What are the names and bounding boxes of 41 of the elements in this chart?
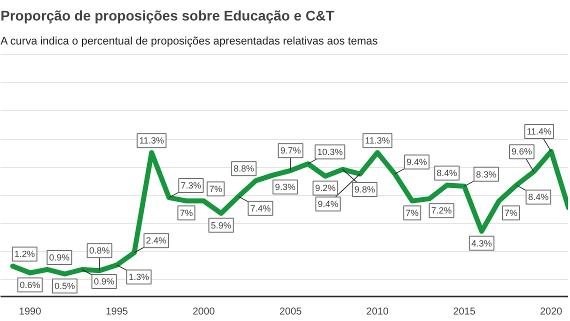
data-label: 11.3% bbox=[365, 136, 390, 146]
data-label: 8.3% bbox=[476, 169, 497, 180]
data-label: 9.6% bbox=[512, 146, 532, 157]
data-label: 9.4% bbox=[406, 156, 428, 167]
data-label: 7.3% bbox=[180, 180, 202, 191]
data-label: 8.4% bbox=[436, 168, 458, 178]
data-label: 11.3% bbox=[139, 136, 164, 146]
data-label: 8.4% bbox=[528, 192, 549, 202]
data-label: 2.4% bbox=[146, 236, 167, 246]
x-tick-label: 1990 bbox=[18, 306, 42, 318]
data-label: 9.3% bbox=[274, 182, 296, 192]
data-label: 9.7% bbox=[280, 146, 301, 156]
data-label: 8.8% bbox=[234, 164, 254, 174]
x-tick-label: 2015 bbox=[453, 306, 476, 318]
data-label: 0.8% bbox=[89, 246, 110, 256]
data-label: 0.9% bbox=[94, 276, 114, 287]
data-label: 9.4% bbox=[318, 198, 338, 209]
x-tick-label: 2020 bbox=[540, 306, 563, 318]
x-tick-label: 2005 bbox=[279, 306, 302, 318]
data-label: 7.4% bbox=[250, 203, 271, 214]
data-label: 7% bbox=[209, 184, 222, 194]
data-label: 0.9% bbox=[49, 252, 70, 263]
data-label: 4.3% bbox=[471, 238, 492, 248]
data-label: 9.8% bbox=[354, 184, 375, 194]
data-label: 7% bbox=[504, 208, 518, 218]
data-label: 1.3% bbox=[128, 272, 150, 282]
chart-title: Proporção de proposições sobre Educação e C&T bbox=[0, 8, 335, 24]
data-label: 7% bbox=[180, 208, 193, 218]
data-label: 0.6% bbox=[20, 280, 40, 290]
chart-subtitle: A curva indica o percentual de proposições apresentadas relativas aos temas bbox=[0, 36, 378, 48]
data-label: 1.2% bbox=[14, 249, 35, 260]
data-label: 7.2% bbox=[431, 206, 452, 216]
data-label: 9.2% bbox=[315, 183, 336, 194]
data-label: 10.3% bbox=[317, 146, 343, 157]
x-tick-label: 2010 bbox=[366, 306, 389, 318]
data-label: 7% bbox=[406, 208, 419, 218]
data-label: 11.4% bbox=[526, 126, 552, 136]
x-tick-label: 2000 bbox=[192, 306, 216, 318]
data-label: 0.5% bbox=[54, 281, 76, 292]
data-label: 5.9% bbox=[210, 220, 232, 230]
x-tick-label: 1995 bbox=[106, 306, 128, 318]
